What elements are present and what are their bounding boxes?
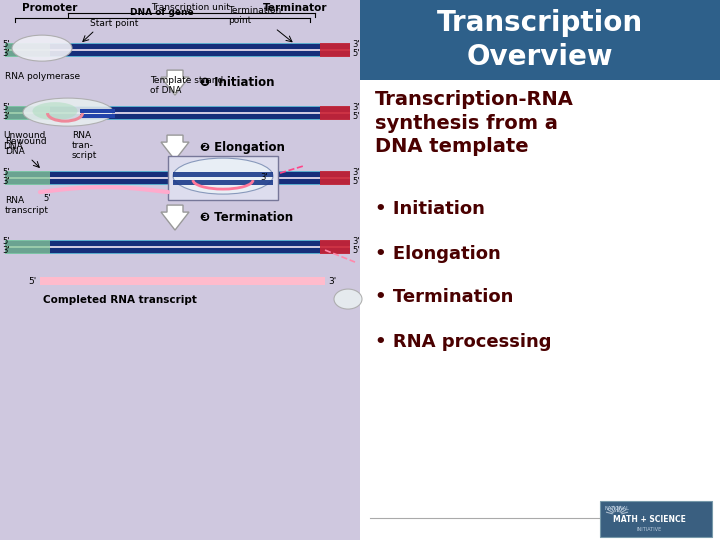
Text: Completed RNA transcript: Completed RNA transcript xyxy=(43,295,197,305)
Bar xyxy=(5,172,350,177)
Text: MATH + SCIENCE: MATH + SCIENCE xyxy=(613,515,685,523)
Bar xyxy=(5,51,350,56)
Ellipse shape xyxy=(12,35,72,61)
Bar xyxy=(5,106,50,120)
Text: 3': 3' xyxy=(2,177,9,186)
Text: NATIONAL: NATIONAL xyxy=(605,505,629,510)
Bar xyxy=(173,180,273,185)
Text: RNA polymerase: RNA polymerase xyxy=(5,72,80,81)
Bar xyxy=(5,43,350,45)
Text: • Initiation: • Initiation xyxy=(375,200,485,218)
Text: 3': 3' xyxy=(2,49,9,58)
Bar xyxy=(5,171,50,185)
Text: Rewound
DNA: Rewound DNA xyxy=(5,137,47,156)
Bar xyxy=(5,171,350,173)
Text: • Elongation: • Elongation xyxy=(375,245,500,263)
Text: 5': 5' xyxy=(352,177,359,186)
Text: 3': 3' xyxy=(328,276,336,286)
Text: 5': 5' xyxy=(43,194,50,202)
Bar xyxy=(600,501,712,537)
Bar xyxy=(5,114,350,119)
Text: ❷ Elongation: ❷ Elongation xyxy=(200,140,285,153)
Polygon shape xyxy=(161,70,189,95)
Bar xyxy=(5,240,350,242)
Polygon shape xyxy=(161,205,189,230)
Text: DNA of gene: DNA of gene xyxy=(130,8,194,17)
Text: ❸ Termination: ❸ Termination xyxy=(200,211,293,224)
Text: 3': 3' xyxy=(352,39,359,49)
Text: 5': 5' xyxy=(2,103,9,112)
Polygon shape xyxy=(161,135,189,160)
Bar xyxy=(5,44,350,49)
Text: Transcription
Overview: Transcription Overview xyxy=(437,9,643,71)
Bar xyxy=(5,248,350,253)
Text: 5': 5' xyxy=(352,112,359,120)
Bar xyxy=(80,109,115,113)
Ellipse shape xyxy=(173,158,273,194)
Text: 3': 3' xyxy=(352,237,359,246)
Ellipse shape xyxy=(23,98,113,126)
Bar xyxy=(320,171,350,185)
Text: Start point: Start point xyxy=(90,19,138,28)
Bar xyxy=(320,43,350,57)
Ellipse shape xyxy=(334,289,362,309)
Bar xyxy=(5,43,50,57)
Text: 5': 5' xyxy=(352,49,359,58)
Bar xyxy=(5,241,350,246)
Text: Termination
point: Termination point xyxy=(228,6,282,25)
Text: Unwound
DNA: Unwound DNA xyxy=(3,131,45,151)
Text: RNA
transcript: RNA transcript xyxy=(5,196,49,215)
Bar xyxy=(5,252,350,254)
Bar xyxy=(0,0,360,540)
Bar xyxy=(40,277,325,285)
Text: 5': 5' xyxy=(29,276,37,286)
Text: Terminator: Terminator xyxy=(263,3,328,13)
Text: 5': 5' xyxy=(352,246,359,254)
Bar xyxy=(5,107,350,112)
Bar xyxy=(5,183,350,185)
Text: Template strand
of DNA: Template strand of DNA xyxy=(150,76,223,95)
Text: • Termination: • Termination xyxy=(375,288,513,306)
Bar xyxy=(5,55,350,57)
Bar xyxy=(5,106,350,108)
Text: • RNA processing: • RNA processing xyxy=(375,333,552,351)
Bar xyxy=(168,156,278,200)
Bar xyxy=(320,106,350,120)
Bar xyxy=(5,118,350,120)
Bar xyxy=(5,179,350,184)
Bar xyxy=(360,0,720,540)
Text: Transcription-RNA
synthesis from a
DNA template: Transcription-RNA synthesis from a DNA t… xyxy=(375,90,574,156)
Bar xyxy=(80,114,115,118)
Text: Transcription unit: Transcription unit xyxy=(152,3,230,12)
Text: 5': 5' xyxy=(2,237,9,246)
Text: INITIATIVE: INITIATIVE xyxy=(636,526,662,531)
Text: 3': 3' xyxy=(260,173,268,181)
Bar xyxy=(173,172,273,177)
Text: 3': 3' xyxy=(2,112,9,120)
Text: 3': 3' xyxy=(352,167,359,177)
Bar xyxy=(320,240,350,254)
Bar xyxy=(360,0,720,80)
Text: ❶ Initiation: ❶ Initiation xyxy=(200,76,274,89)
Text: 5': 5' xyxy=(2,167,9,177)
Text: 3': 3' xyxy=(352,103,359,112)
Text: Promoter: Promoter xyxy=(22,3,78,13)
Text: 3': 3' xyxy=(2,246,9,254)
Bar xyxy=(5,240,50,254)
Text: 5': 5' xyxy=(2,39,9,49)
Ellipse shape xyxy=(32,102,78,120)
Text: RNA
tran-
script: RNA tran- script xyxy=(72,131,97,160)
